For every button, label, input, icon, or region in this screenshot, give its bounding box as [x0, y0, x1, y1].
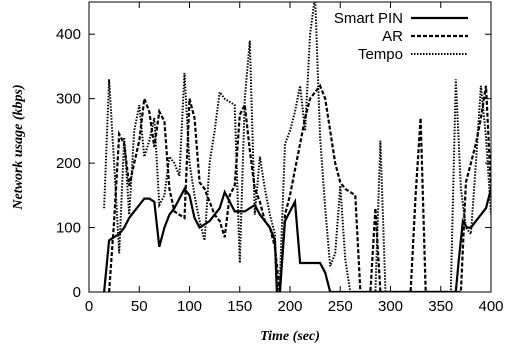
y-tick-label: 0 [73, 284, 81, 301]
legend-label: Tempo [358, 46, 403, 63]
legend-label: Smart PIN [334, 10, 403, 27]
series-group [103, 2, 491, 292]
series-line-tempo [103, 2, 491, 292]
x-tick-label: 200 [277, 298, 302, 315]
x-tick-label: 50 [131, 298, 148, 315]
legend-label: AR [382, 28, 403, 45]
x-tick-label: 100 [177, 298, 202, 315]
x-tick-label: 400 [478, 298, 503, 315]
axis-ticks: 0 50 100 150 200 250 300 350 400 0 100 200 300 400 [56, 2, 504, 315]
y-axis-label: Network usage (kbps) [11, 84, 26, 210]
x-tick-label: 350 [428, 298, 453, 315]
y-tick-label: 100 [56, 220, 81, 237]
plot-frame [88, 1, 492, 293]
y-tick-label: 400 [56, 26, 81, 43]
x-tick-label: 300 [378, 298, 403, 315]
y-tick-label: 200 [56, 155, 81, 172]
x-tick-label: 0 [85, 298, 93, 315]
y-tick-label: 300 [56, 91, 81, 108]
x-tick-label: 250 [328, 298, 353, 315]
x-tick-label: 150 [227, 298, 252, 315]
x-axis-label: Time (sec) [260, 329, 320, 344]
series-line-smart-pin [103, 186, 491, 292]
